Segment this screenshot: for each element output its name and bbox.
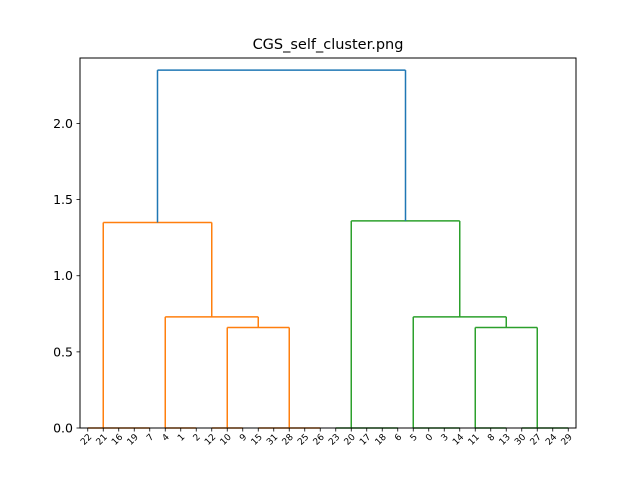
y-tick-label: 2.0 — [53, 116, 73, 131]
leaf-label: 6 — [393, 432, 404, 443]
leaf-label: 8 — [486, 432, 497, 443]
y-tick-label: 1.5 — [53, 192, 73, 207]
y-tick-label: 0.5 — [53, 344, 73, 359]
chart-title: CGS_self_cluster.png — [253, 37, 404, 53]
y-axis: 0.0 0.5 1.0 1.5 2.0 — [53, 116, 80, 436]
plot-frame — [79, 57, 577, 429]
y-tick-label: 1.0 — [53, 268, 73, 283]
leaf-label: 9 — [238, 432, 249, 443]
leaf-label: 4 — [161, 432, 172, 443]
leaf-label: 5 — [409, 432, 420, 443]
leaf-label: 3 — [440, 432, 451, 443]
y-tick-label: 0.0 — [53, 421, 73, 436]
leaf-label: 0 — [424, 432, 435, 443]
leaf-label: 7 — [145, 432, 156, 443]
leaf-label: 2 — [192, 432, 203, 443]
leaf-label: 1 — [176, 432, 187, 443]
